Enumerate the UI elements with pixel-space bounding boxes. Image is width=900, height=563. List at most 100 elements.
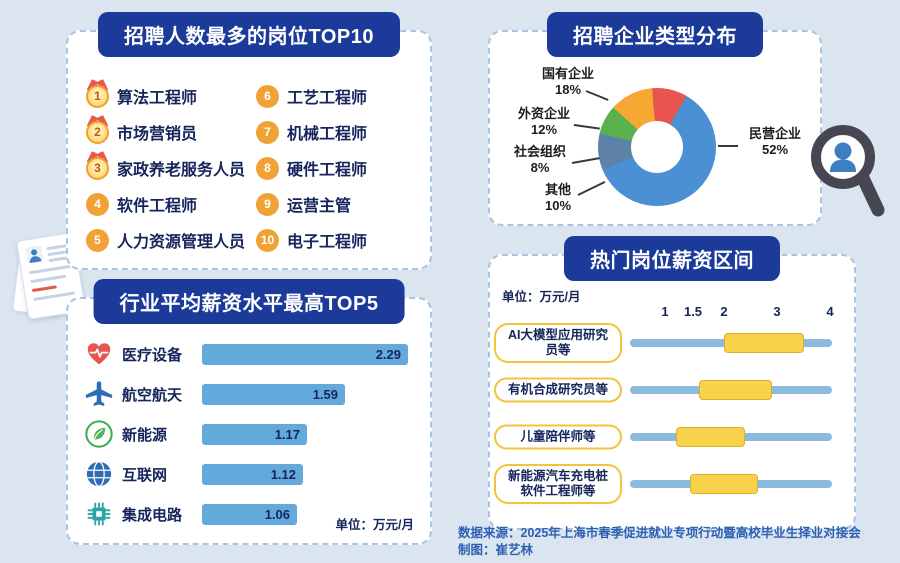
range-fill [724,333,804,353]
rank-circle-icon: 9 [256,192,279,216]
unit-label: 单位：万元/月 [502,290,581,304]
doc-line [29,264,71,275]
magnifier-person-icon [811,125,885,217]
rank-circle-icon: 4 [86,192,109,216]
position-label: 工艺工程师 [287,90,368,107]
bar-value: 1.12 [270,466,296,482]
range-axis: 1 1.5 2 3 4 [490,304,854,320]
medal-icon: 1 [86,84,109,108]
donut-label-other: 其他 10% [544,182,572,213]
rank-badge: 2 [86,120,109,144]
position-label: 人力资源管理人员 [117,234,246,251]
rank-badge: 7 [256,120,279,144]
medal-icon: 2 [86,120,109,144]
top10-item: 4 软件工程师 [86,186,252,222]
top10-item: 8 硬件工程师 [256,150,422,186]
top10-item: 5 人力资源管理人员 [86,222,252,258]
top10-item: 3 家政养老服务人员 [86,150,252,186]
bar-track: 2.29 [202,343,416,365]
bar-fill: 1.06 [202,503,297,525]
airplane-icon [84,379,114,409]
top10-item: 1 算法工程师 [86,78,252,114]
donut-chart [598,88,716,206]
bar-track: 1.17 [202,423,416,445]
rank-badge: 9 [256,192,279,216]
salary-range-title: 热门岗位薪资区间 [564,236,780,281]
top10-panel: 招聘人数最多的岗位TOP10 1 算法工程师 2 市场营销员 3 家政养老服务人… [66,12,432,270]
bar-fill: 1.12 [202,463,303,485]
unit-label: 单位：万元/月 [335,518,414,532]
axis-tick: 1 [661,304,669,319]
leader-line [718,145,738,147]
top10-list: 1 算法工程师 2 市场营销员 3 家政养老服务人员 4 软件工程师 5 人力资… [86,78,422,258]
top10-item: 2 市场营销员 [86,114,252,150]
industry-label: 新能源 [122,426,168,444]
position-label: 电子工程师 [287,234,368,251]
range-fill [690,474,759,494]
rank-badge: 10 [256,228,279,252]
company-type-title: 招聘企业类型分布 [547,12,763,57]
heart-pulse-icon [84,339,114,369]
range-row: AI大模型应用研究员等 [490,320,854,366]
position-label: 家政养老服务人员 [117,162,246,179]
bar-row: 新能源 1.17 [84,419,416,449]
axis-tick: 3 [773,304,781,319]
industry-label: 集成电路 [122,506,183,524]
range-fill [699,380,772,400]
doc-line [30,274,67,284]
range-row: 儿童陪伴师等 [490,414,854,460]
position-range-label: AI大模型应用研究员等 [494,323,622,363]
position-label: 算法工程师 [117,90,198,107]
position-label: 运营主管 [287,198,352,215]
bar-fill: 1.59 [202,383,345,405]
doc-line [33,291,76,302]
rank-circle-icon: 10 [256,228,279,252]
axis-tick: 4 [826,304,834,319]
bar-track: 1.06 [202,503,416,525]
top10-item: 6 工艺工程师 [256,78,422,114]
position-range-label: 有机合成研究员等 [494,377,622,403]
industry-label: 医疗设备 [122,346,183,364]
axis-tick: 1.5 [683,304,703,319]
position-label: 市场营销员 [117,126,198,143]
bar-value: 2.29 [375,346,401,362]
top10-item: 7 机械工程师 [256,114,422,150]
bar-value: 1.59 [312,386,338,402]
salary-top5-title: 行业平均薪资水平最高TOP5 [93,279,405,324]
rank-circle-icon: 5 [86,228,109,252]
bar-value: 1.17 [274,426,300,442]
donut-label-foreign: 外资企业 12% [517,106,570,137]
position-label: 硬件工程师 [287,162,368,179]
bar-track: 1.12 [202,463,416,485]
axis-tick: 2 [720,304,728,319]
position-label: 机械工程师 [287,126,368,143]
source-line: 数据来源：2025年上海市春季促进就业专项行动暨高校毕业生择业对接会 [458,526,861,540]
rank-badge: 3 [86,156,109,180]
source-note: 数据来源：2025年上海市春季促进就业专项行动暨高校毕业生择业对接会 制图：崔艺… [458,525,861,559]
bar-row: 医疗设备 2.29 [84,339,416,369]
range-fill [676,427,746,447]
range-row: 新能源汽车充电桩软件工程师等 [490,461,854,507]
position-range-label: 新能源汽车充电桩软件工程师等 [494,464,622,504]
rank-badge: 6 [256,84,279,108]
resume-header [25,241,70,265]
top10-title: 招聘人数最多的岗位TOP10 [98,12,400,57]
rank-badge: 8 [256,156,279,180]
bar-row: 航空航天 1.59 [84,379,416,409]
bar-fill: 2.29 [202,343,408,365]
leaf-icon [84,419,114,449]
rank-badge: 4 [86,192,109,216]
bar-value: 1.06 [264,506,290,522]
donut-label-social-org: 社会组织 8% [513,144,566,175]
bar-row: 互联网 1.12 [84,459,416,489]
bar-row: 集成电路 1.06 [84,499,416,529]
donut-label-private: 民营企业 52% [748,126,801,157]
globe-icon [84,459,114,489]
salary-range-panel: 热门岗位薪资区间 单位：万元/月 1 1.5 2 3 4 AI大模型应用研究员等… [488,236,856,530]
salary-bar-chart: 医疗设备 2.29 航空航天 1.59 [84,339,416,529]
rank-circle-icon: 8 [256,156,279,180]
rank-badge: 1 [86,84,109,108]
person-icon [25,245,44,264]
credit-line: 制图：崔艺林 [458,543,534,557]
